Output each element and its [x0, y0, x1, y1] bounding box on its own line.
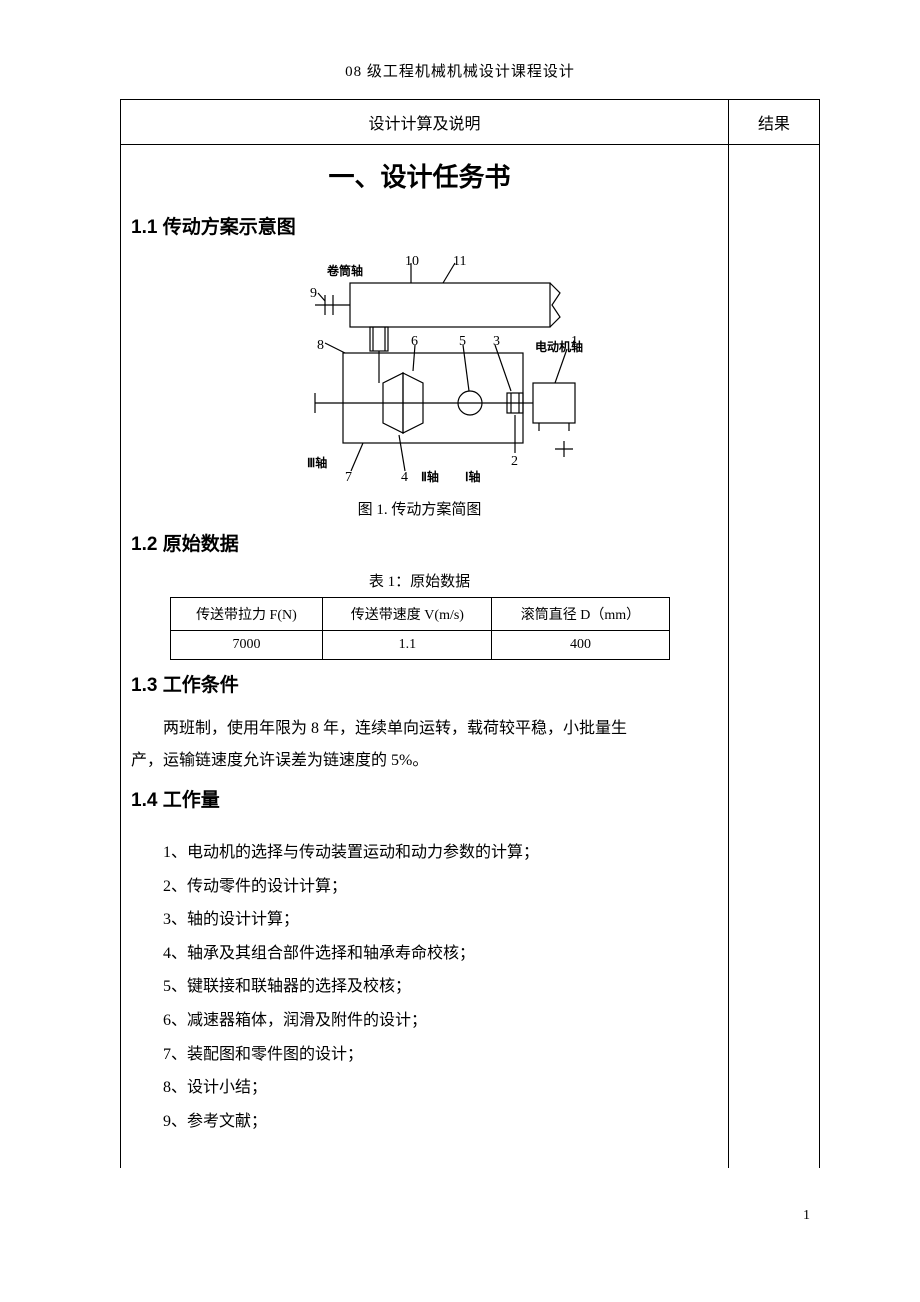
th-velocity: 传送带速度 V(m/s) [323, 598, 492, 631]
workload-item: 7、装配图和零件图的设计； [131, 1038, 708, 1072]
label-n1: 1 [571, 334, 578, 349]
figure-caption: 图 1. 传动方案简图 [131, 498, 708, 519]
td-diameter: 400 [492, 631, 669, 660]
section-1-2: 1.2 原始数据 [131, 529, 708, 556]
content-left: 一、设计任务书 1.1 传动方案示意图 [121, 145, 729, 1168]
header-row: 设计计算及说明 结果 [121, 100, 819, 145]
main-title: 一、设计任务书 [131, 157, 708, 194]
table-row: 7000 1.1 400 [170, 631, 669, 660]
section-1-4: 1.4 工作量 [131, 785, 708, 812]
workload-item: 3、轴的设计计算； [131, 903, 708, 937]
label-n6: 6 [411, 334, 418, 349]
label-n7: 7 [345, 470, 352, 485]
label-n9: 9 [310, 286, 317, 301]
workload-item: 4、轴承及其组合部件选择和轴承寿命校核； [131, 937, 708, 971]
workload-item: 6、减速器箱体，润滑及附件的设计； [131, 1004, 708, 1038]
doc-header: 08 级工程机械机械设计课程设计 [0, 60, 920, 81]
result-column [729, 145, 819, 1168]
conditions-line2: 产，运输链速度允许误差为链速度的 5%。 [131, 745, 708, 777]
content-frame: 设计计算及说明 结果 一、设计任务书 1.1 传动方案示意图 [120, 99, 820, 1168]
transmission-diagram: 卷筒轴 电动机轴 9 10 11 8 6 5 3 1 2 7 4 Ⅲ轴 [131, 253, 708, 498]
workload-item: 5、键联接和联轴器的选择及校核； [131, 970, 708, 1004]
page-number: 1 [0, 1208, 810, 1224]
workload-item: 1、电动机的选择与传动装置运动和动力参数的计算； [131, 836, 708, 870]
workload-item: 2、传动零件的设计计算； [131, 870, 708, 904]
label-n3: 3 [493, 334, 500, 349]
table-caption: 表 1：原始数据 [131, 570, 708, 591]
section-1-1: 1.1 传动方案示意图 [131, 212, 708, 239]
label-n8: 8 [317, 338, 324, 353]
original-data-table: 传送带拉力 F(N) 传送带速度 V(m/s) 滚筒直径 D（mm） 7000 … [170, 597, 670, 660]
label-n5: 5 [459, 334, 466, 349]
label-n2: 2 [511, 454, 518, 469]
section-1-3: 1.3 工作条件 [131, 670, 708, 697]
td-velocity: 1.1 [323, 631, 492, 660]
label-axis1: Ⅰ轴 [465, 469, 481, 484]
label-axis2: Ⅱ轴 [421, 469, 439, 484]
conditions-line1: 两班制，使用年限为 8 年，连续单向运转，载荷较平稳，小批量生 [131, 713, 708, 745]
col-header-right: 结果 [729, 100, 819, 144]
th-force: 传送带拉力 F(N) [170, 598, 323, 631]
workload-item: 9、参考文献； [131, 1105, 708, 1139]
workload-item: 8、设计小结； [131, 1071, 708, 1105]
label-n11: 11 [453, 254, 466, 269]
td-force: 7000 [170, 631, 323, 660]
label-n10: 10 [405, 254, 419, 269]
th-diameter: 滚筒直径 D（mm） [492, 598, 669, 631]
body-row: 一、设计任务书 1.1 传动方案示意图 [121, 145, 819, 1168]
col-header-left: 设计计算及说明 [121, 100, 729, 144]
label-axis3: Ⅲ轴 [307, 455, 327, 470]
table-row: 传送带拉力 F(N) 传送带速度 V(m/s) 滚筒直径 D（mm） [170, 598, 669, 631]
label-n4: 4 [401, 470, 408, 485]
label-roller-shaft: 卷筒轴 [326, 263, 363, 278]
